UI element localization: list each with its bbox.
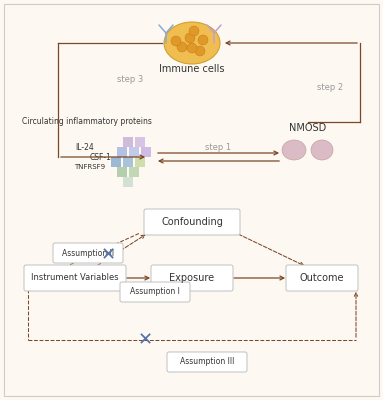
FancyBboxPatch shape bbox=[24, 265, 126, 291]
FancyBboxPatch shape bbox=[129, 167, 139, 177]
Text: ✕: ✕ bbox=[100, 246, 116, 264]
FancyBboxPatch shape bbox=[129, 147, 139, 157]
FancyBboxPatch shape bbox=[111, 157, 121, 167]
FancyBboxPatch shape bbox=[120, 282, 190, 302]
Text: Confounding: Confounding bbox=[161, 217, 223, 227]
Text: ✕: ✕ bbox=[137, 331, 152, 349]
FancyBboxPatch shape bbox=[135, 137, 145, 147]
FancyBboxPatch shape bbox=[144, 209, 240, 235]
FancyBboxPatch shape bbox=[151, 265, 233, 291]
FancyBboxPatch shape bbox=[53, 243, 123, 263]
Text: NMOSD: NMOSD bbox=[290, 123, 327, 133]
Text: Immune cells: Immune cells bbox=[159, 64, 225, 74]
Text: Assumption I: Assumption I bbox=[130, 288, 180, 296]
Text: Outcome: Outcome bbox=[300, 273, 344, 283]
Circle shape bbox=[195, 46, 205, 56]
FancyBboxPatch shape bbox=[286, 265, 358, 291]
Text: step 1: step 1 bbox=[205, 142, 231, 152]
Text: Exposure: Exposure bbox=[169, 273, 214, 283]
FancyBboxPatch shape bbox=[135, 157, 145, 167]
Text: IL-24: IL-24 bbox=[75, 142, 94, 152]
Circle shape bbox=[185, 33, 195, 43]
Text: step 3: step 3 bbox=[117, 76, 143, 84]
FancyBboxPatch shape bbox=[117, 147, 127, 157]
Text: Assumption II: Assumption II bbox=[62, 248, 114, 258]
Text: Instrument Variables: Instrument Variables bbox=[31, 274, 119, 282]
Text: step 2: step 2 bbox=[317, 84, 343, 92]
Circle shape bbox=[187, 43, 197, 53]
Text: CSF-1: CSF-1 bbox=[90, 152, 112, 162]
FancyBboxPatch shape bbox=[141, 147, 151, 157]
Text: TNFRSF9: TNFRSF9 bbox=[74, 164, 105, 170]
Text: Circulating inflammatory proteins: Circulating inflammatory proteins bbox=[22, 118, 152, 126]
Circle shape bbox=[198, 35, 208, 45]
FancyBboxPatch shape bbox=[123, 177, 133, 187]
Circle shape bbox=[177, 42, 187, 52]
FancyBboxPatch shape bbox=[167, 352, 247, 372]
Text: Assumption III: Assumption III bbox=[180, 358, 234, 366]
FancyBboxPatch shape bbox=[123, 157, 133, 167]
Ellipse shape bbox=[164, 22, 220, 64]
Ellipse shape bbox=[311, 140, 333, 160]
Ellipse shape bbox=[282, 140, 306, 160]
Circle shape bbox=[189, 26, 199, 36]
FancyBboxPatch shape bbox=[123, 137, 133, 147]
Circle shape bbox=[171, 36, 181, 46]
FancyBboxPatch shape bbox=[117, 167, 127, 177]
